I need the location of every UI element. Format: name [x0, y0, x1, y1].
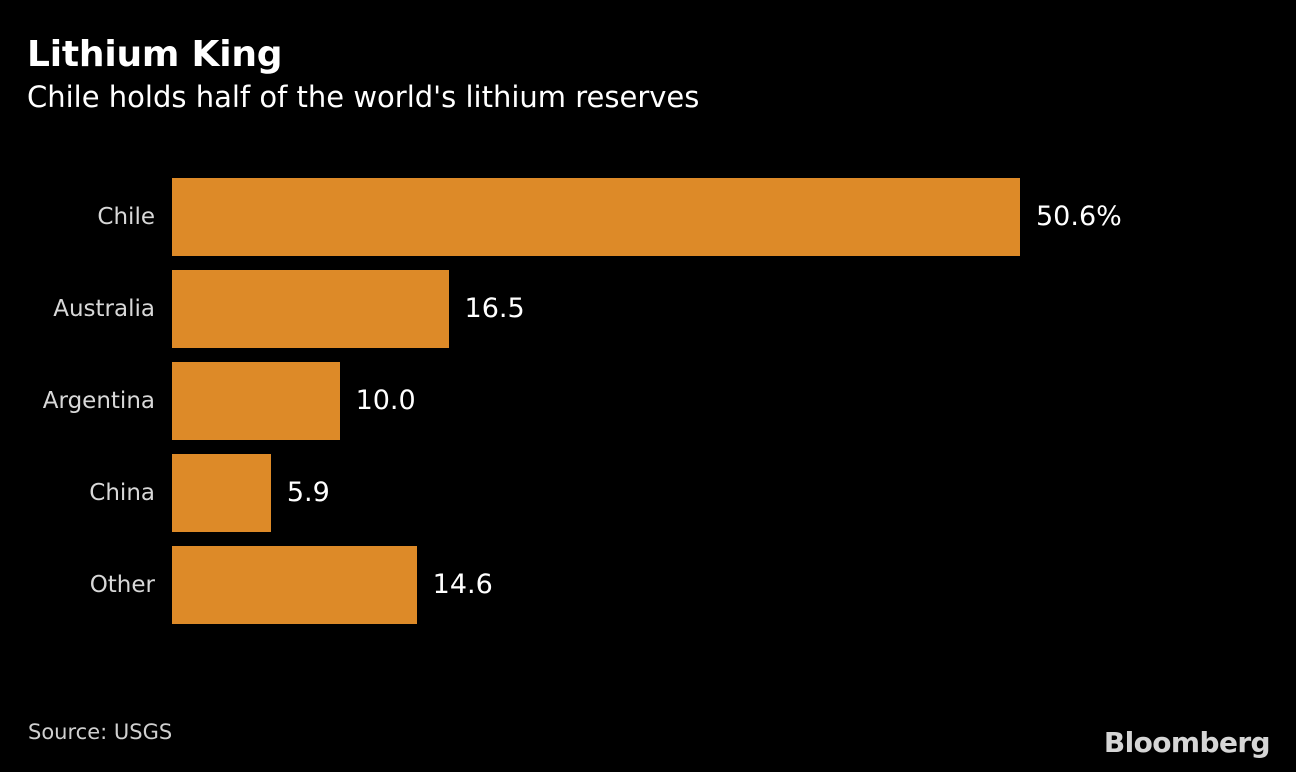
bar-row: Chile 50.6%	[0, 178, 1296, 256]
bar-row: Australia 16.5	[0, 270, 1296, 348]
chart-header: Lithium King Chile holds half of the wor…	[27, 34, 1267, 116]
bar-row: Argentina 10.0	[0, 362, 1296, 440]
bar-value-label: 5.9	[286, 477, 330, 508]
plot-area: Chile 50.6% Australia 16.5 Argentina 10.0 Chin…	[0, 178, 1296, 624]
bar-track: 16.5	[172, 270, 1272, 348]
bar-track: 14.6	[172, 546, 1272, 624]
bar-row: China 5.9	[0, 454, 1296, 532]
chart-subtitle: Chile holds half of the world's lithium …	[27, 80, 700, 114]
bar-value-label: 16.5	[464, 293, 525, 324]
page-title: Lithium King	[27, 34, 283, 75]
bar-category-label: China	[89, 480, 155, 506]
bar-fill	[172, 362, 340, 440]
bar-value-label: 50.6%	[1036, 201, 1122, 232]
bar-value-label: 14.6	[432, 569, 493, 600]
bar-fill	[172, 454, 271, 532]
bar-category-label: Australia	[53, 296, 155, 322]
bar-fill	[172, 270, 449, 348]
bar-track: 5.9	[172, 454, 1272, 532]
bar-row: Other 14.6	[0, 546, 1296, 624]
bar-category-label: Argentina	[42, 388, 155, 414]
bloomberg-logo: Bloomberg	[1103, 726, 1271, 759]
bar-fill	[172, 546, 417, 624]
bar-track: 50.6%	[172, 178, 1272, 256]
bar-value-label: 10.0	[355, 385, 416, 416]
bar-category-label: Other	[89, 572, 155, 598]
bar-category-label: Chile	[97, 204, 155, 230]
source-note: Source: USGS	[28, 720, 173, 744]
bar-track: 10.0	[172, 362, 1272, 440]
bar-fill	[172, 178, 1020, 256]
